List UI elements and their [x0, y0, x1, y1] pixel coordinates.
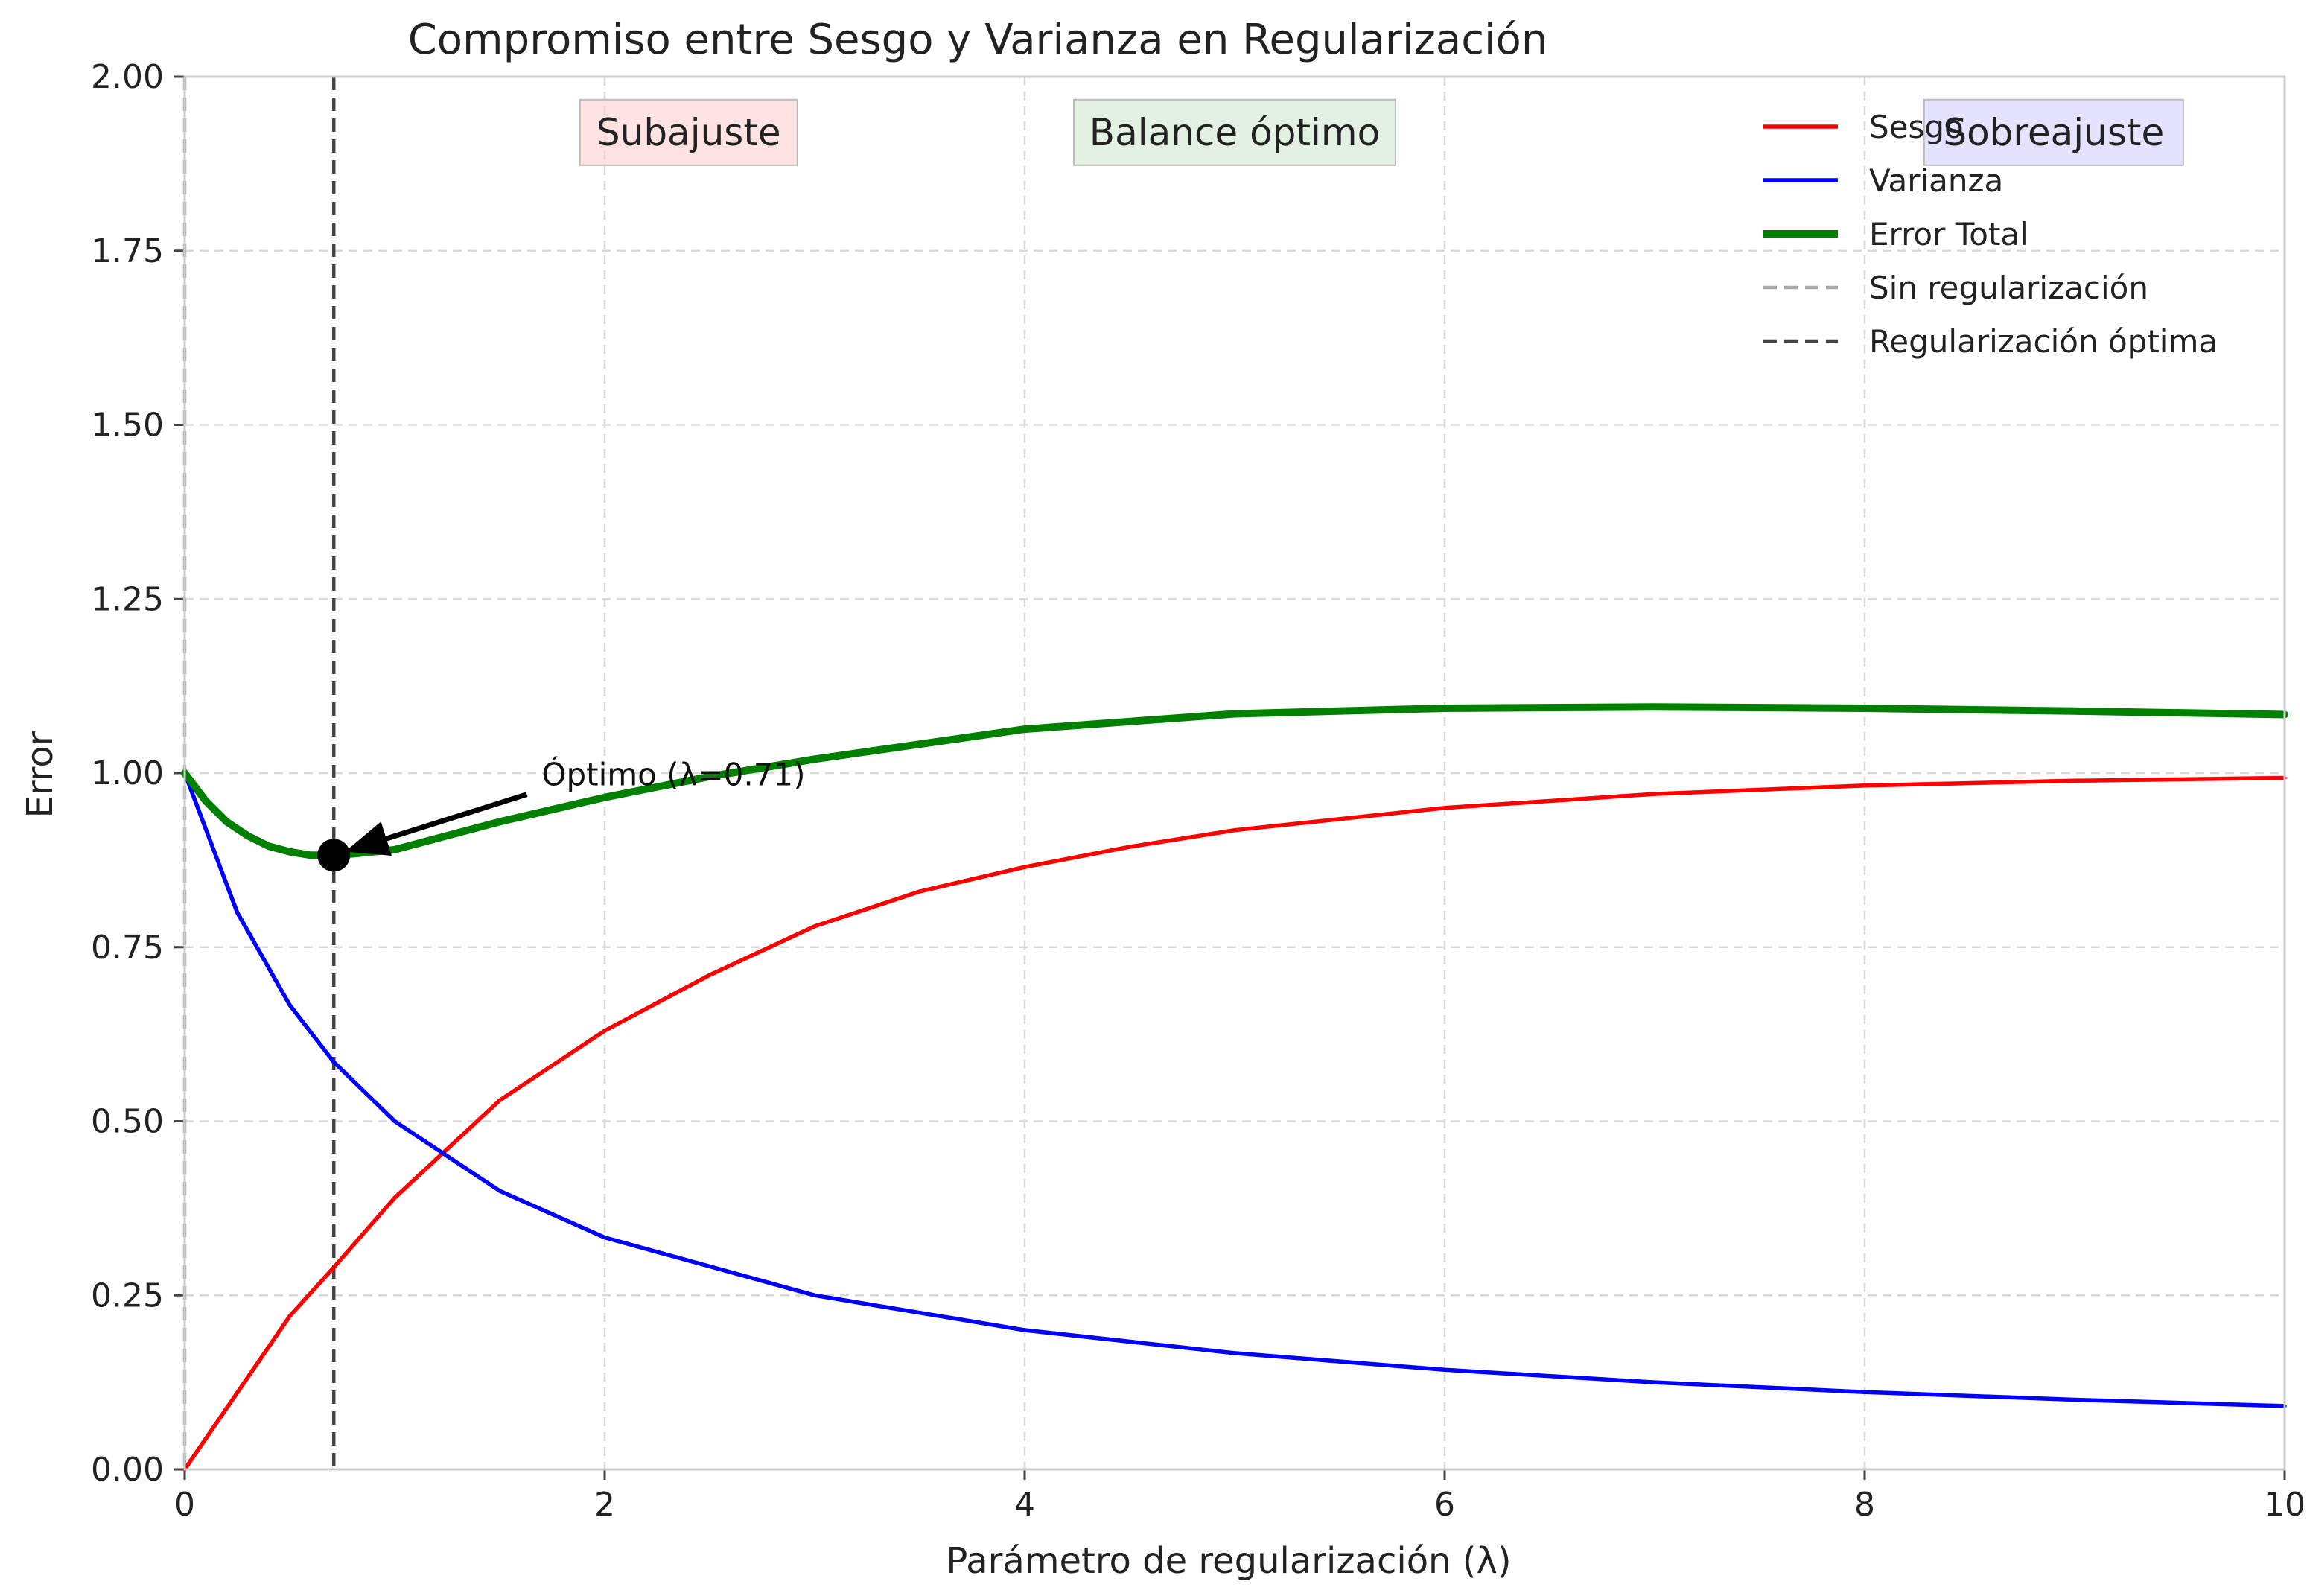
series-line — [182, 775, 2287, 1472]
grid — [185, 77, 2285, 1469]
optimum-annotation: Óptimo (λ=0.71) — [317, 756, 806, 872]
plot-frame — [183, 75, 2286, 1471]
legend-label: Varianza — [1869, 162, 2003, 199]
y-axis-label: Error — [19, 731, 61, 818]
x-tick-label: 2 — [594, 1486, 615, 1524]
axis-ticks: 0 2 4 6 8 10 0.00 0.25 0.50 0.75 1.00 1.25 1.50 1.75 2… — [91, 58, 2306, 1524]
legend: Sesgo Varianza Error Total Sin regularizaci… — [1763, 109, 2218, 360]
x-tick-label: 8 — [1854, 1486, 1875, 1524]
region-label-text: Sobreajuste — [1943, 111, 2164, 154]
y-tick-label: 1.00 — [91, 754, 164, 792]
region-label: Subajuste — [579, 98, 798, 166]
y-tick-label: 0.25 — [91, 1277, 164, 1314]
legend-entry: Sesgo — [1763, 109, 1964, 145]
series-line — [181, 703, 2288, 859]
y-tick-label: 1.75 — [91, 232, 164, 270]
y-tick-label: 2.00 — [91, 58, 164, 96]
y-tick-label: 1.25 — [91, 580, 164, 618]
x-tick-label: 6 — [1434, 1486, 1455, 1524]
annotation-text: Óptimo (λ=0.71) — [541, 756, 805, 793]
region-labels: Subajuste Balance óptimo Sobreajuste — [579, 98, 2184, 166]
region-label-box — [1923, 98, 2184, 166]
legend-label: Sin regularización — [1869, 270, 2148, 306]
x-tick-label: 10 — [2264, 1486, 2306, 1524]
legend-entry: Regularización óptima — [1763, 323, 2218, 360]
region-label: Sobreajuste — [1923, 98, 2184, 166]
annotation-arrow-shaft — [385, 792, 528, 842]
chart-title: Compromiso entre Sesgo y Varianza en Reg… — [408, 16, 1548, 64]
y-tick-label: 0.50 — [91, 1103, 164, 1141]
region-label-text: Subajuste — [596, 111, 781, 154]
region-label-text: Balance óptimo — [1089, 111, 1380, 154]
region-label: Balance óptimo — [1073, 98, 1396, 166]
y-tick-label: 0.00 — [91, 1451, 164, 1489]
x-axis-label: Parámetro de regularización (λ) — [946, 1540, 1511, 1582]
series-line — [182, 771, 2287, 1408]
region-label-box — [1073, 98, 1396, 166]
legend-entry: Sin regularización — [1763, 270, 2148, 306]
y-tick-label: 0.75 — [91, 929, 164, 967]
region-label-box — [579, 98, 798, 166]
legend-label: Error Total — [1869, 216, 2028, 252]
series-lines — [181, 703, 2288, 1472]
y-tick-label: 1.50 — [91, 407, 164, 445]
x-tick-label: 4 — [1014, 1486, 1035, 1524]
legend-entry: Varianza — [1763, 162, 2003, 199]
legend-label: Regularización óptima — [1869, 323, 2218, 360]
optimum-point — [317, 839, 351, 872]
legend-label: Sesgo — [1869, 109, 1964, 145]
x-tick-label: 0 — [174, 1486, 195, 1524]
legend-entry: Error Total — [1763, 216, 2028, 252]
annotation-arrow-head — [345, 821, 392, 856]
